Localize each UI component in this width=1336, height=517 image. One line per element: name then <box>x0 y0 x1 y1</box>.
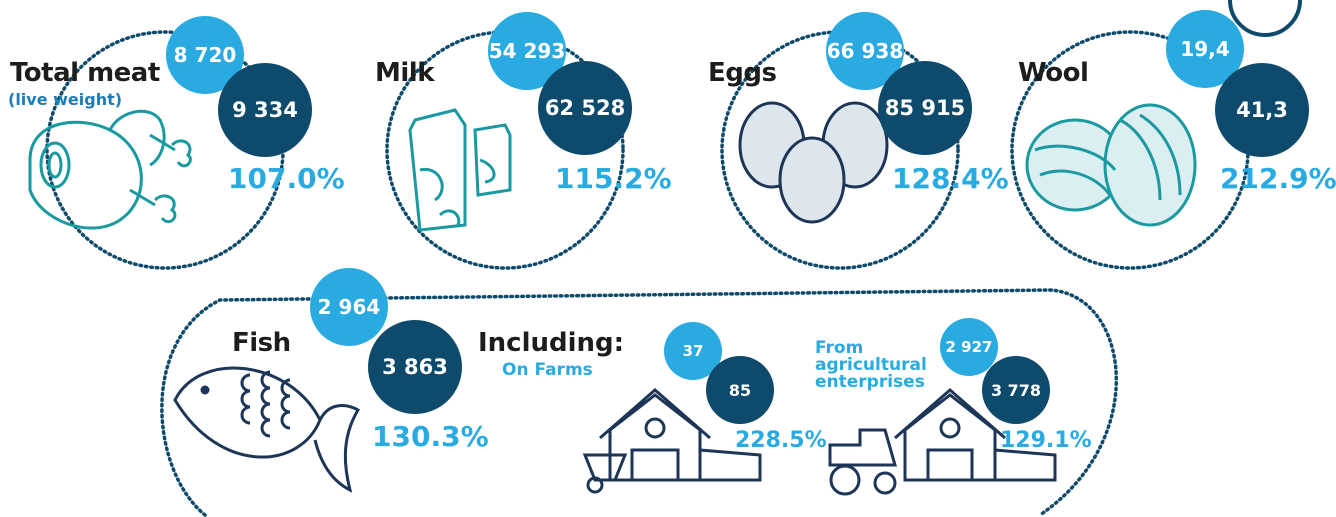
current-value: 85 915 <box>878 61 972 155</box>
change: 212.9% <box>1220 162 1336 195</box>
label: On Farms <box>502 360 593 380</box>
label: Milk <box>375 58 434 88</box>
label: Wool <box>1018 58 1088 88</box>
infographic: Total meat (live weight) 8 720 9 334 107… <box>0 0 1336 517</box>
previous-value: 2 964 <box>310 268 388 346</box>
change: 228.5% <box>735 428 827 453</box>
current-value: 3 778 <box>982 356 1050 424</box>
change: 107.0% <box>228 162 345 195</box>
label: Fish <box>232 328 291 358</box>
sublabel: (live weight) <box>8 90 122 109</box>
including-label: Including: <box>478 328 624 358</box>
label: Eggs <box>708 58 776 88</box>
label: Total meat <box>10 58 160 88</box>
label: From agricultural enterprises <box>815 340 935 391</box>
change: 128.4% <box>892 162 1009 195</box>
current-value: 41,3 <box>1215 63 1309 157</box>
current-value: 62 528 <box>538 61 632 155</box>
current-value: 9 334 <box>218 63 312 157</box>
change: 130.3% <box>372 420 489 453</box>
change: 115.2% <box>555 162 672 195</box>
change: 129.1% <box>1000 428 1092 453</box>
current-value: 3 863 <box>368 320 462 414</box>
current-value: 85 <box>706 356 774 424</box>
